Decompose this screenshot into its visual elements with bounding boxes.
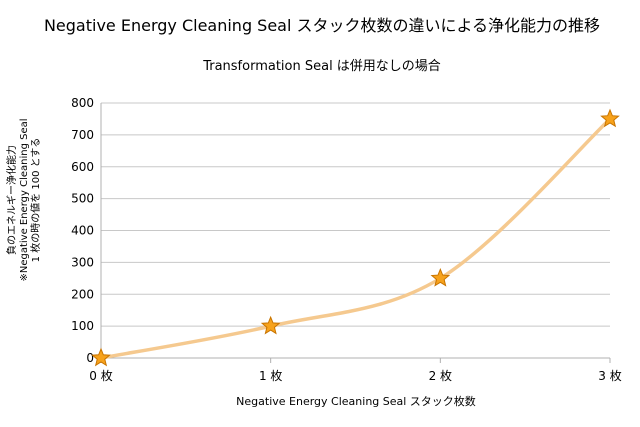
y-axis-title-line-2: ※Negative Energy Cleaning Seal (19, 118, 30, 281)
y-tick-label: 400 (71, 224, 94, 238)
y-axis-title-line-3: 1 枚の時の値を 100 とする (29, 138, 42, 263)
x-tick-labels: 0 枚 1 枚 2 枚 3 枚 (89, 358, 622, 383)
y-tick-label: 700 (71, 128, 94, 142)
chart-subtitle: Transformation Seal は併用なしの場合 (202, 59, 441, 74)
y-tick-label: 100 (71, 319, 94, 333)
x-tick-label: 1 枚 (259, 368, 282, 383)
y-tick-labels: 0 100 200 300 400 500 600 700 800 (71, 96, 94, 365)
data-point-star-2 (430, 267, 451, 287)
series-line (99, 117, 612, 360)
y-tick-label: 800 (71, 96, 94, 110)
data-point-star-0 (91, 347, 111, 367)
data-point-star-1 (260, 315, 281, 335)
x-axis-title: Negative Energy Cleaning Seal スタック枚数 (236, 394, 476, 408)
y-tick-label: 300 (71, 255, 94, 269)
data-point-star-3 (600, 108, 620, 128)
y-tick-label: 600 (71, 160, 94, 174)
x-tick-label: 3 枚 (598, 368, 621, 383)
y-tick-label: 200 (71, 287, 94, 301)
y-axis-title-line-1: 負のエネルギー浄化能力 (5, 145, 18, 255)
x-tick-label: 0 枚 (89, 368, 112, 383)
series-markers (91, 108, 620, 367)
y-tick-label: 0 (86, 351, 94, 365)
y-axis-title: 負のエネルギー浄化能力 ※Negative Energy Cleaning Se… (5, 118, 42, 281)
y-tick-label: 500 (71, 192, 94, 206)
chart-title: Negative Energy Cleaning Seal スタック枚数の違いに… (44, 16, 600, 35)
x-tick-label: 2 枚 (429, 368, 452, 383)
grid-lines (101, 102, 610, 359)
